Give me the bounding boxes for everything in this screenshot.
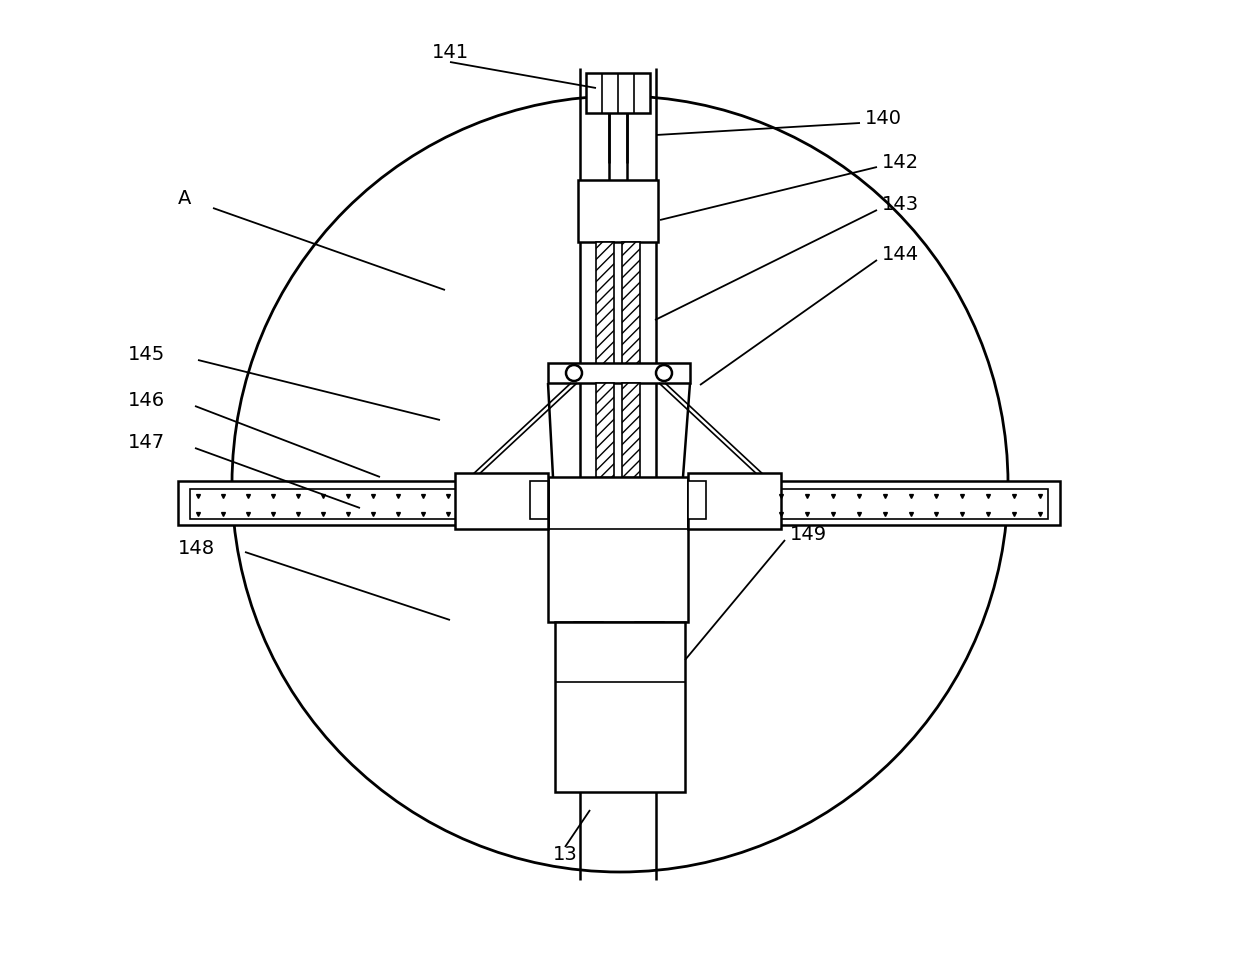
Bar — [773, 489, 1048, 519]
Bar — [622, 383, 640, 477]
Bar — [622, 242, 640, 378]
Bar — [529, 481, 548, 519]
Bar — [190, 489, 456, 519]
Bar — [578, 180, 658, 242]
Text: 147: 147 — [128, 434, 165, 452]
Bar — [569, 725, 608, 739]
Bar — [635, 622, 663, 725]
Text: 146: 146 — [128, 390, 165, 409]
Text: 149: 149 — [790, 526, 827, 544]
Bar — [630, 725, 668, 739]
Text: 148: 148 — [179, 538, 215, 558]
Text: 143: 143 — [882, 196, 919, 215]
Bar — [630, 739, 668, 753]
Bar — [569, 739, 608, 753]
Bar — [548, 477, 688, 622]
Bar — [179, 481, 548, 525]
Text: A: A — [179, 189, 191, 207]
Circle shape — [232, 96, 1008, 872]
Bar — [596, 242, 614, 378]
Bar — [455, 473, 548, 529]
Bar — [688, 481, 706, 519]
Bar — [596, 383, 614, 477]
Text: 144: 144 — [882, 246, 919, 264]
Text: 141: 141 — [432, 43, 469, 62]
Bar — [556, 622, 684, 792]
Bar — [574, 622, 601, 725]
Bar — [688, 473, 781, 529]
Bar — [587, 73, 650, 113]
Text: 13: 13 — [553, 845, 578, 864]
Circle shape — [565, 365, 582, 381]
Bar — [548, 363, 689, 383]
Text: 145: 145 — [128, 346, 165, 365]
Text: 140: 140 — [866, 108, 901, 128]
Circle shape — [656, 365, 672, 381]
Text: 142: 142 — [882, 153, 919, 171]
Bar — [688, 481, 1060, 525]
